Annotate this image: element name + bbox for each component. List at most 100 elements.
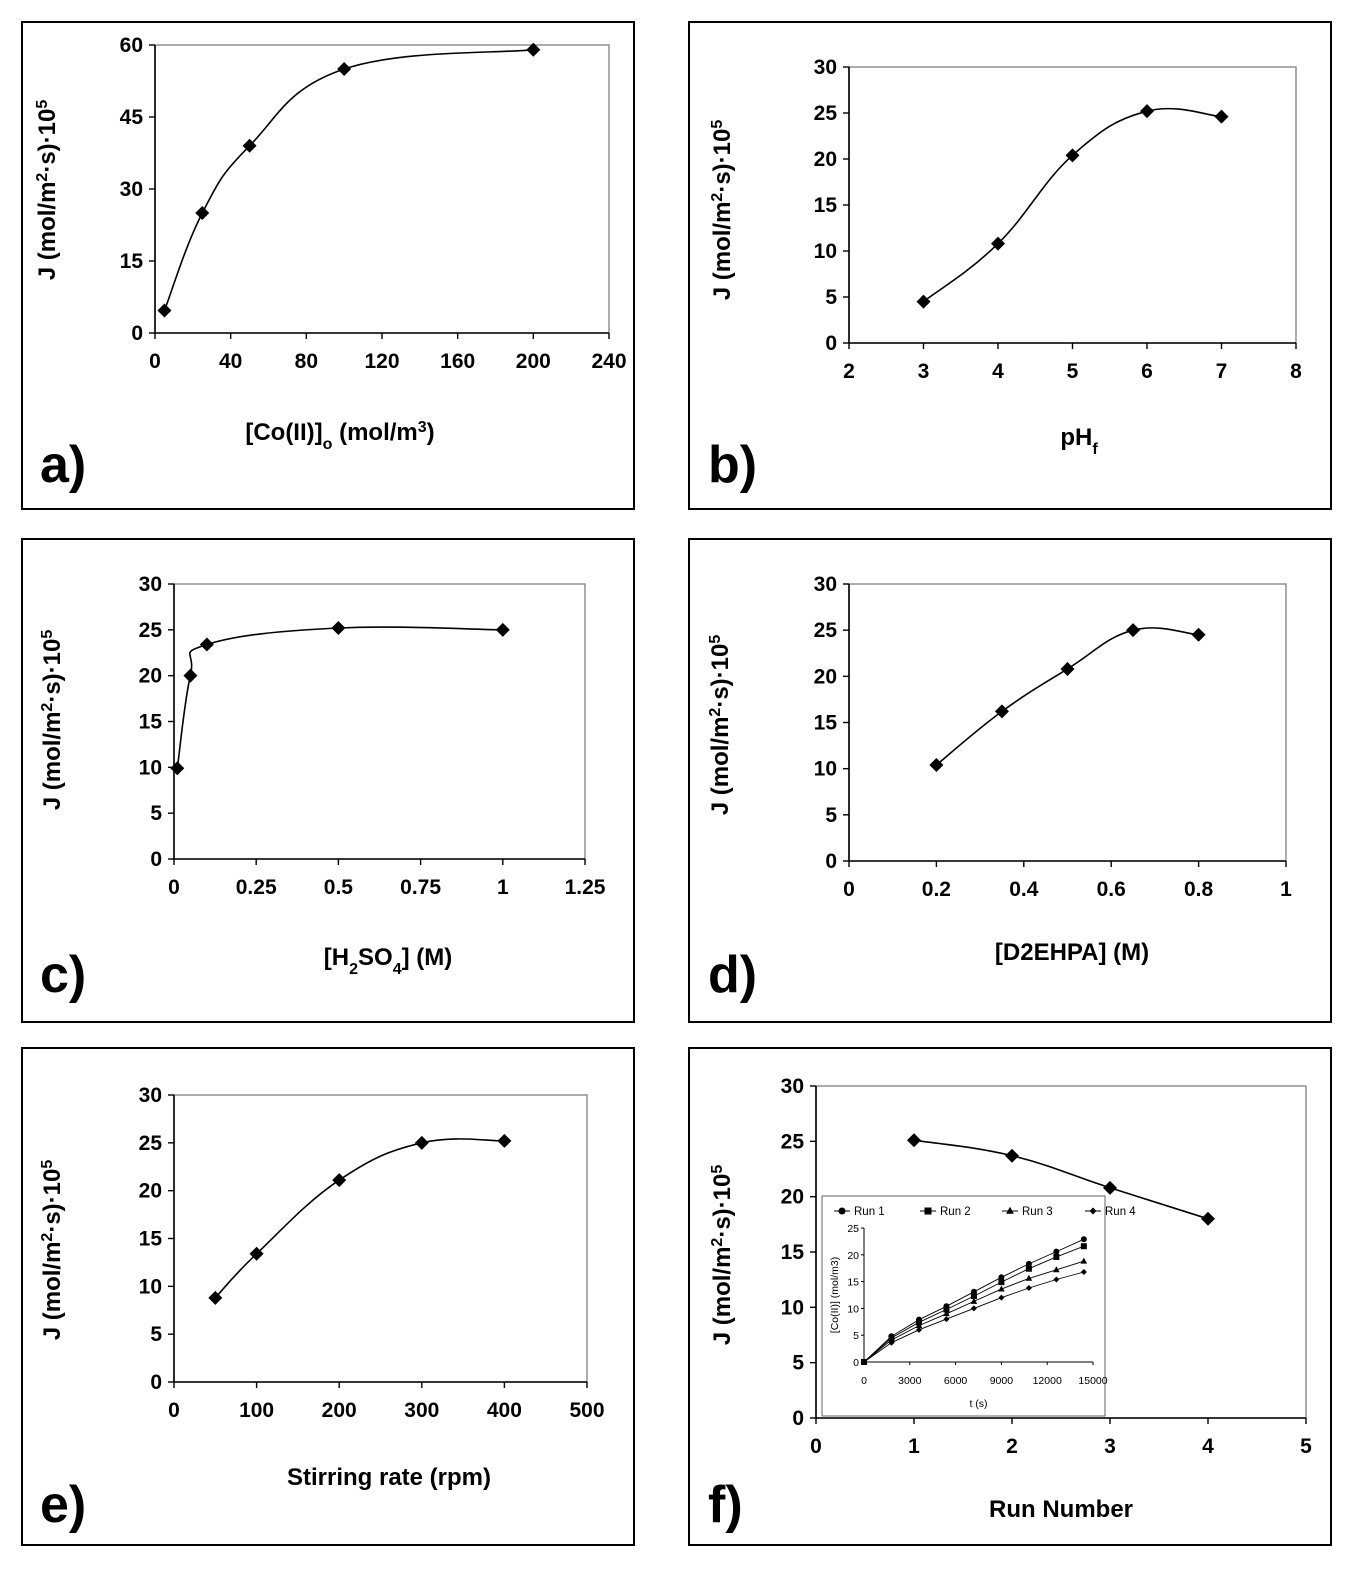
series-line: [913, 1139, 1209, 1220]
x-tick-label: 400: [487, 1399, 522, 1422]
data-point: [414, 1135, 429, 1150]
x-tick-label: 0.75: [400, 876, 441, 899]
data-point: [929, 757, 944, 772]
x-tick-label: 200: [322, 1399, 357, 1422]
y-axis-label: J (mol/m2·s)·105: [34, 100, 62, 281]
y-tick-label: 0: [825, 850, 837, 873]
y-axis-label: J (mol/m2·s)·105: [39, 630, 67, 811]
data-point: [1103, 1180, 1117, 1195]
data-point: [1140, 104, 1154, 119]
x-tick-label: 240: [591, 350, 626, 373]
inset-data-point: [998, 1285, 1005, 1292]
inset-data-point: [943, 1310, 950, 1317]
x-tick-label: 0: [810, 1435, 822, 1458]
y-tick-label: 15: [120, 250, 144, 273]
x-tick-label: 300: [404, 1399, 439, 1422]
legend-marker: [924, 1207, 932, 1215]
data-point: [495, 622, 510, 637]
inset-data-point: [998, 1294, 1005, 1301]
y-tick-label: 5: [792, 1352, 804, 1375]
inset-data-point: [1080, 1236, 1087, 1243]
y-tick-label: 20: [814, 148, 837, 171]
inset-y-axis-label: [Co(II)] (mol/m3): [829, 1257, 841, 1333]
y-tick-label: 15: [814, 712, 838, 735]
y-tick-label: 45: [120, 106, 144, 129]
x-tick-label: 4: [1202, 1435, 1214, 1458]
y-tick-label: 30: [139, 573, 162, 596]
x-tick-label: 80: [295, 350, 318, 373]
data-point: [907, 1133, 921, 1148]
x-tick-label: 3: [1104, 1435, 1116, 1458]
y-tick-label: 10: [139, 1275, 162, 1298]
x-tick-label: 1: [908, 1435, 920, 1458]
y-tick-label: 10: [814, 758, 837, 781]
y-tick-label: 30: [814, 573, 837, 596]
inset-x-tick-label: 3000: [898, 1375, 922, 1387]
inset-data-point: [1025, 1265, 1032, 1272]
y-tick-label: 10: [139, 756, 162, 779]
panel-f: 0 5 10 15 20 25 30 0 1 2 3 4 5 J (mol/m2·s)·105 Run Nu…: [688, 1047, 1332, 1546]
data-point: [1191, 627, 1206, 642]
inset-data-point: [1025, 1260, 1032, 1267]
inset-legend: Run 1 Run 2 Run 3 Run 4: [834, 1206, 1136, 1218]
y-tick-label: 0: [825, 332, 837, 355]
inset-y-tick-label: 10: [847, 1303, 859, 1315]
data-point: [526, 42, 541, 57]
y-tick-label: 25: [814, 102, 838, 125]
plot-area: [173, 1094, 588, 1383]
plot-area: [154, 44, 610, 334]
inset-data-point: [1025, 1285, 1032, 1292]
inset-data-point: [1053, 1266, 1060, 1273]
panel-label: f): [708, 1476, 743, 1534]
y-tick-label: 30: [139, 1084, 162, 1107]
inset-data-point: [970, 1293, 977, 1300]
inset-x-tick-label: 0: [861, 1375, 867, 1387]
panel-b: 0 5 10 15 20 25 30 2 3 4 5 6 7 8 J (mol/m2·s)·105 pHf b): [688, 21, 1332, 510]
data-point: [1201, 1211, 1215, 1226]
x-tick-label: 160: [440, 350, 475, 373]
x-tick-label: 0: [149, 350, 161, 373]
x-tick-label: 5: [1067, 360, 1079, 383]
x-tick-label: 0.6: [1097, 878, 1126, 901]
panel-label: e): [40, 1476, 86, 1534]
inset-data-point: [998, 1274, 1005, 1281]
x-tick-label: 0.8: [1184, 878, 1214, 901]
legend-label: Run 2: [940, 1206, 971, 1218]
inset-y-tick-label: 20: [847, 1250, 859, 1262]
x-tick-label: 5: [1300, 1435, 1312, 1458]
data-point: [1214, 109, 1229, 124]
y-tick-label: 25: [139, 1132, 163, 1155]
y-tick-label: 0: [150, 1371, 162, 1394]
y-axis-label: J (mol/m2·s)·105: [709, 1165, 737, 1346]
x-axis-label: Stirring rate (rpm): [287, 1464, 491, 1491]
x-tick-label: 1: [497, 876, 509, 899]
inset-series: [860, 1257, 1088, 1365]
y-tick-label: 30: [814, 56, 837, 79]
y-tick-label: 15: [781, 1241, 805, 1264]
inset-y-tick-label: 25: [847, 1223, 859, 1235]
y-tick-label: 25: [781, 1130, 805, 1153]
y-tick-label: 30: [120, 178, 143, 201]
panel-label: d): [708, 946, 757, 1004]
x-axis-label: Run Number: [989, 1496, 1133, 1523]
x-tick-label: 3: [918, 360, 930, 383]
y-tick-label: 0: [792, 1407, 804, 1430]
x-tick-label: 6: [1141, 360, 1153, 383]
legend-label: Run 3: [1022, 1206, 1053, 1218]
x-tick-label: 4: [992, 360, 1004, 383]
data-point: [1065, 148, 1080, 163]
inset-data-point: [970, 1305, 977, 1312]
data-point: [199, 637, 214, 652]
inset-data-point: [861, 1359, 867, 1365]
y-tick-label: 15: [139, 711, 163, 734]
data-point: [994, 704, 1009, 719]
x-axis-label: [H2SO4] (M): [324, 944, 452, 978]
x-tick-label: 0.2: [922, 878, 951, 901]
y-tick-label: 5: [825, 804, 837, 827]
series-line: [163, 49, 534, 311]
data-point: [208, 1290, 223, 1305]
data-point: [332, 1173, 347, 1188]
x-tick-label: 100: [239, 1399, 274, 1422]
